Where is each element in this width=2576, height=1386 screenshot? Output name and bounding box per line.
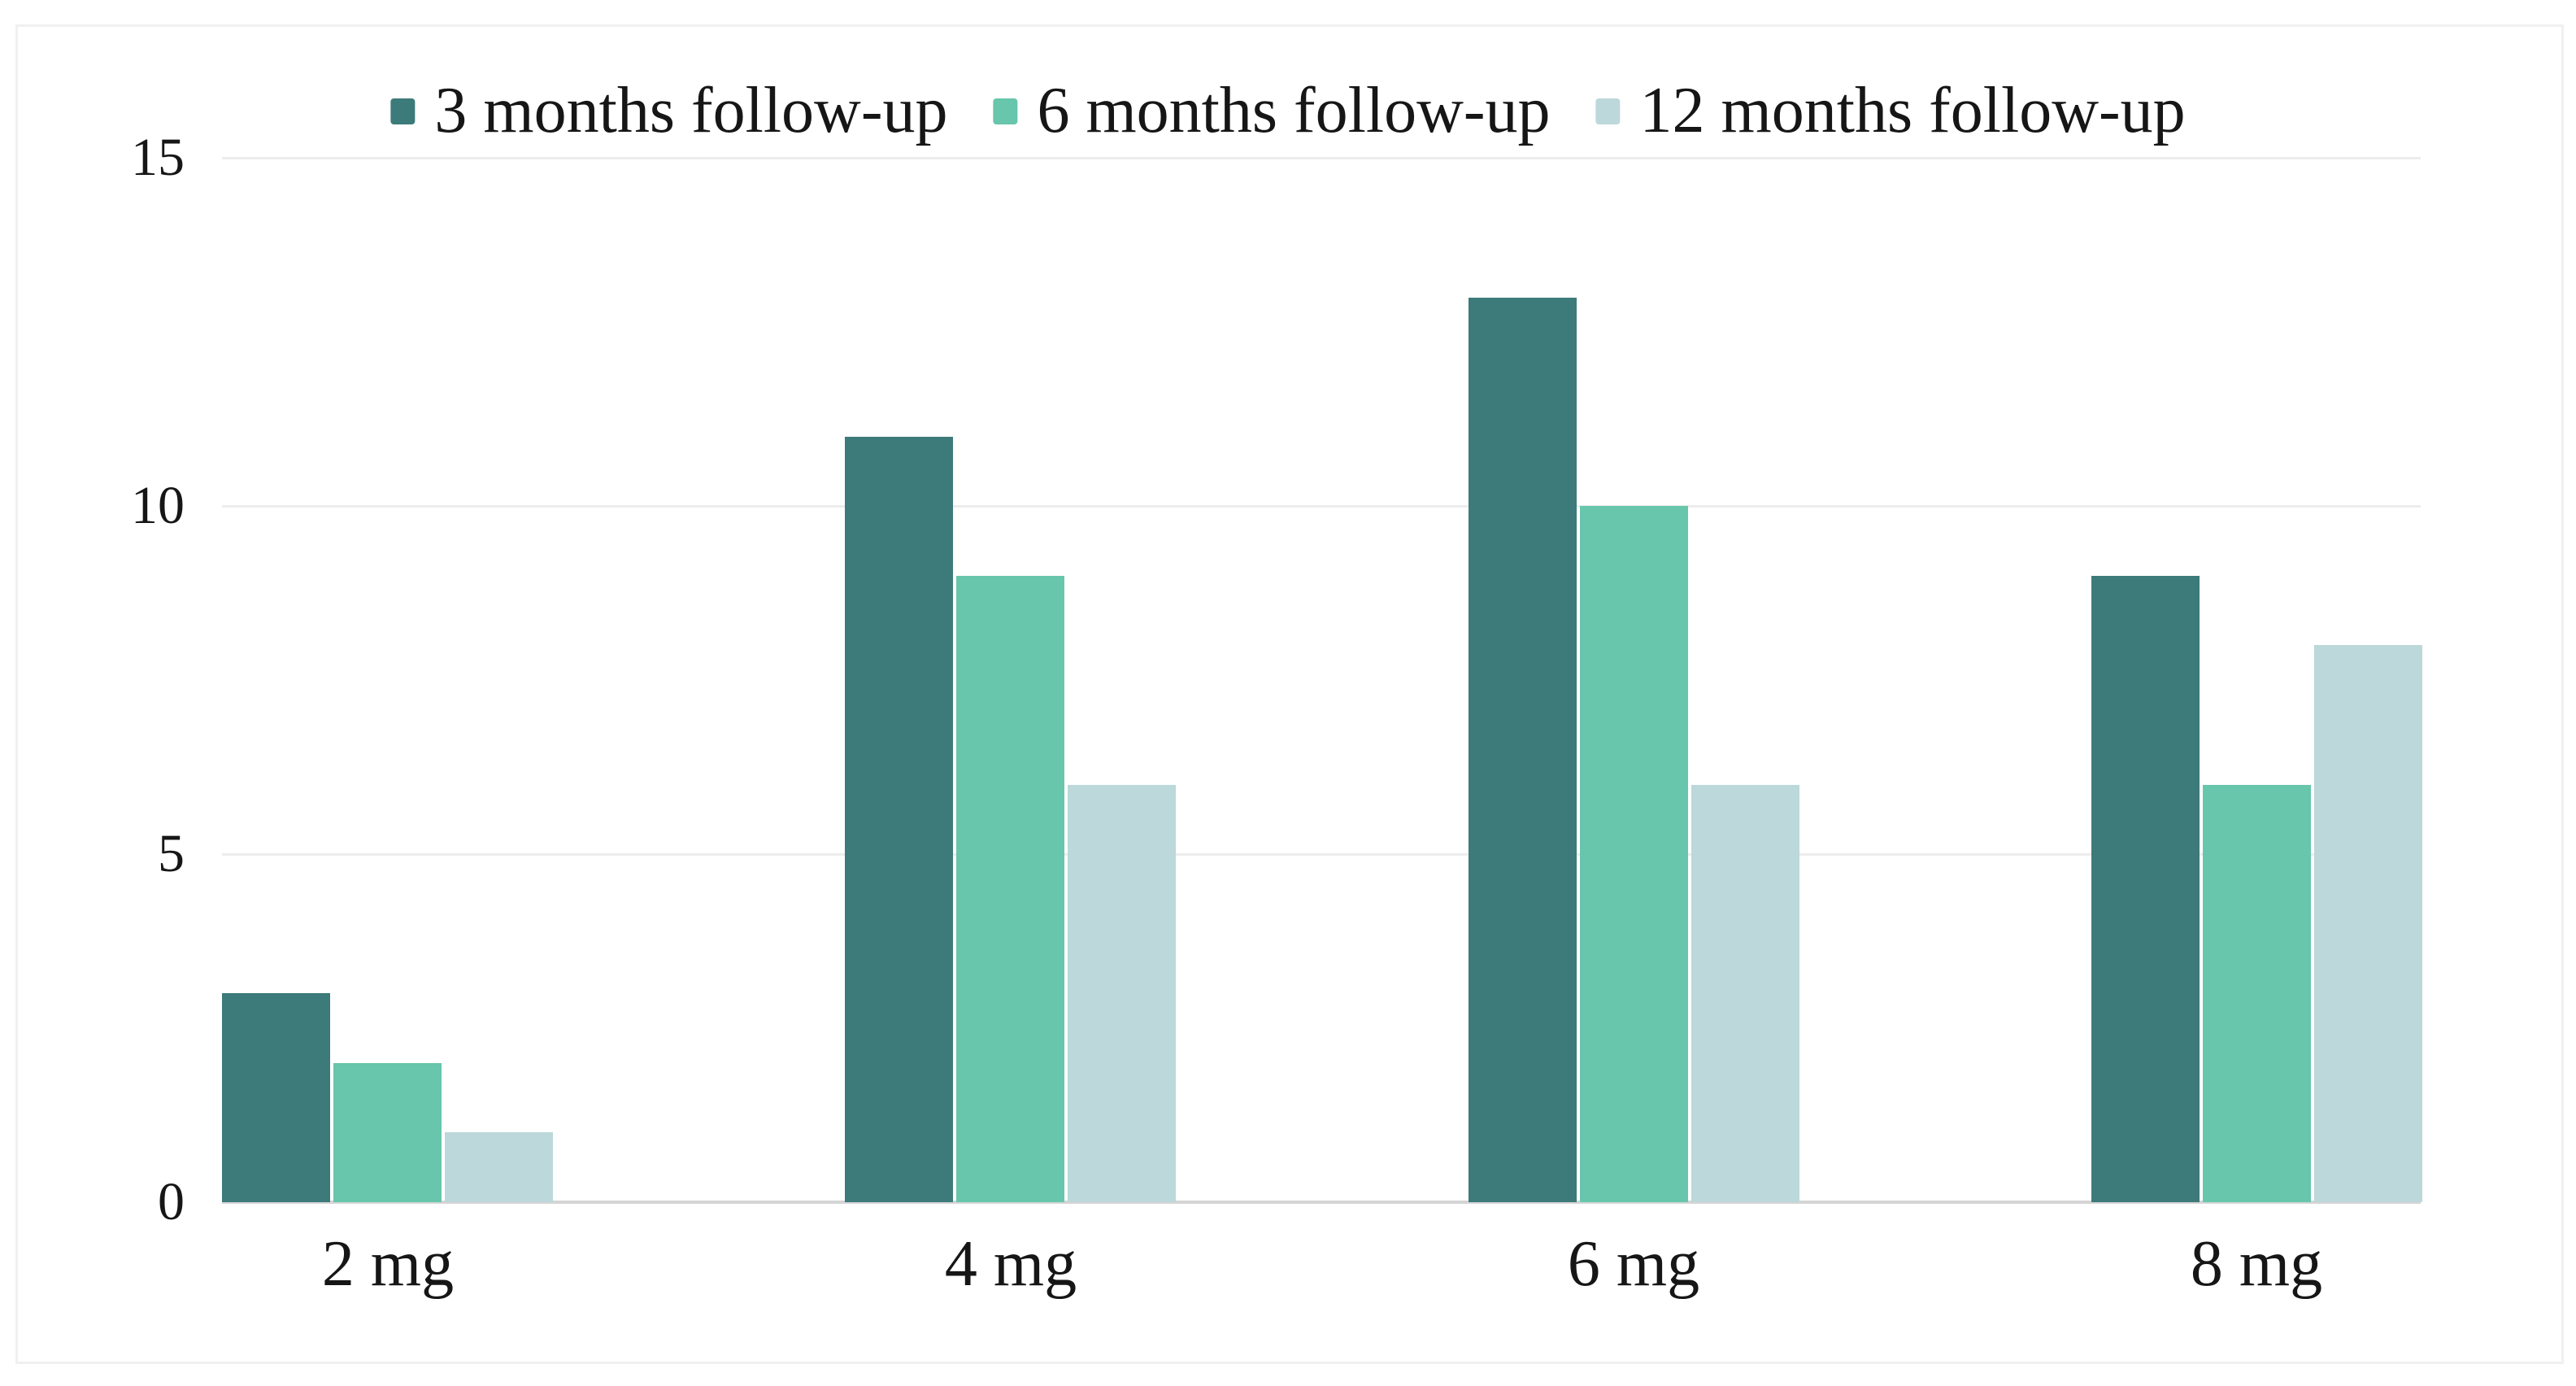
chart-legend: 3 months follow-up 6 months follow-up 12 m… [390, 75, 2186, 146]
bar-4mg-12mo [1068, 785, 1176, 1202]
gridline-y5 [222, 853, 2421, 856]
legend-label: 6 months follow-up [1037, 75, 1551, 146]
bar-2mg-12mo [445, 1132, 553, 1202]
bar-4mg-3mo [845, 437, 953, 1202]
y-axis-tick-label-5: 5 [158, 824, 185, 884]
y-axis-tick-label-0: 0 [158, 1172, 185, 1231]
bar-6mg-3mo [1469, 298, 1577, 1202]
x-axis-tick-label-8mg: 8 mg [2190, 1228, 2323, 1300]
bar-6mg-6mo [1580, 506, 1688, 1202]
bar-8mg-3mo [2091, 576, 2200, 1202]
legend-item-2: 6 months follow-up [993, 75, 1551, 146]
x-axis-line [222, 1201, 2421, 1204]
legend-label: 3 months follow-up [434, 75, 948, 146]
legend-swatch-icon [390, 98, 416, 124]
legend-item-3: 12 months follow-up [1595, 75, 2186, 146]
legend-item-1: 3 months follow-up [390, 76, 947, 145]
bar-2mg-3mo [222, 993, 330, 1202]
bar-8mg-12mo [2314, 645, 2422, 1202]
bar-2mg-6mo [333, 1063, 442, 1202]
bar-6mg-12mo [1691, 785, 1799, 1202]
bar-4mg-6mo [956, 576, 1064, 1202]
bar-8mg-6mo [2203, 785, 2311, 1202]
legend-label: 12 months follow-up [1639, 75, 2186, 146]
y-axis-tick-label-15: 15 [131, 128, 185, 188]
gridline-y10 [222, 505, 2421, 508]
x-axis-tick-label-4mg: 4 mg [944, 1228, 1077, 1300]
x-axis-tick-label-2mg: 2 mg [321, 1228, 455, 1300]
legend-swatch-icon [1595, 98, 1621, 124]
y-axis-tick-label-10: 10 [131, 476, 185, 536]
legend-swatch-icon [993, 98, 1018, 124]
x-axis-tick-label-6mg: 6 mg [1567, 1228, 1700, 1300]
gridline-y15 [222, 157, 2421, 160]
